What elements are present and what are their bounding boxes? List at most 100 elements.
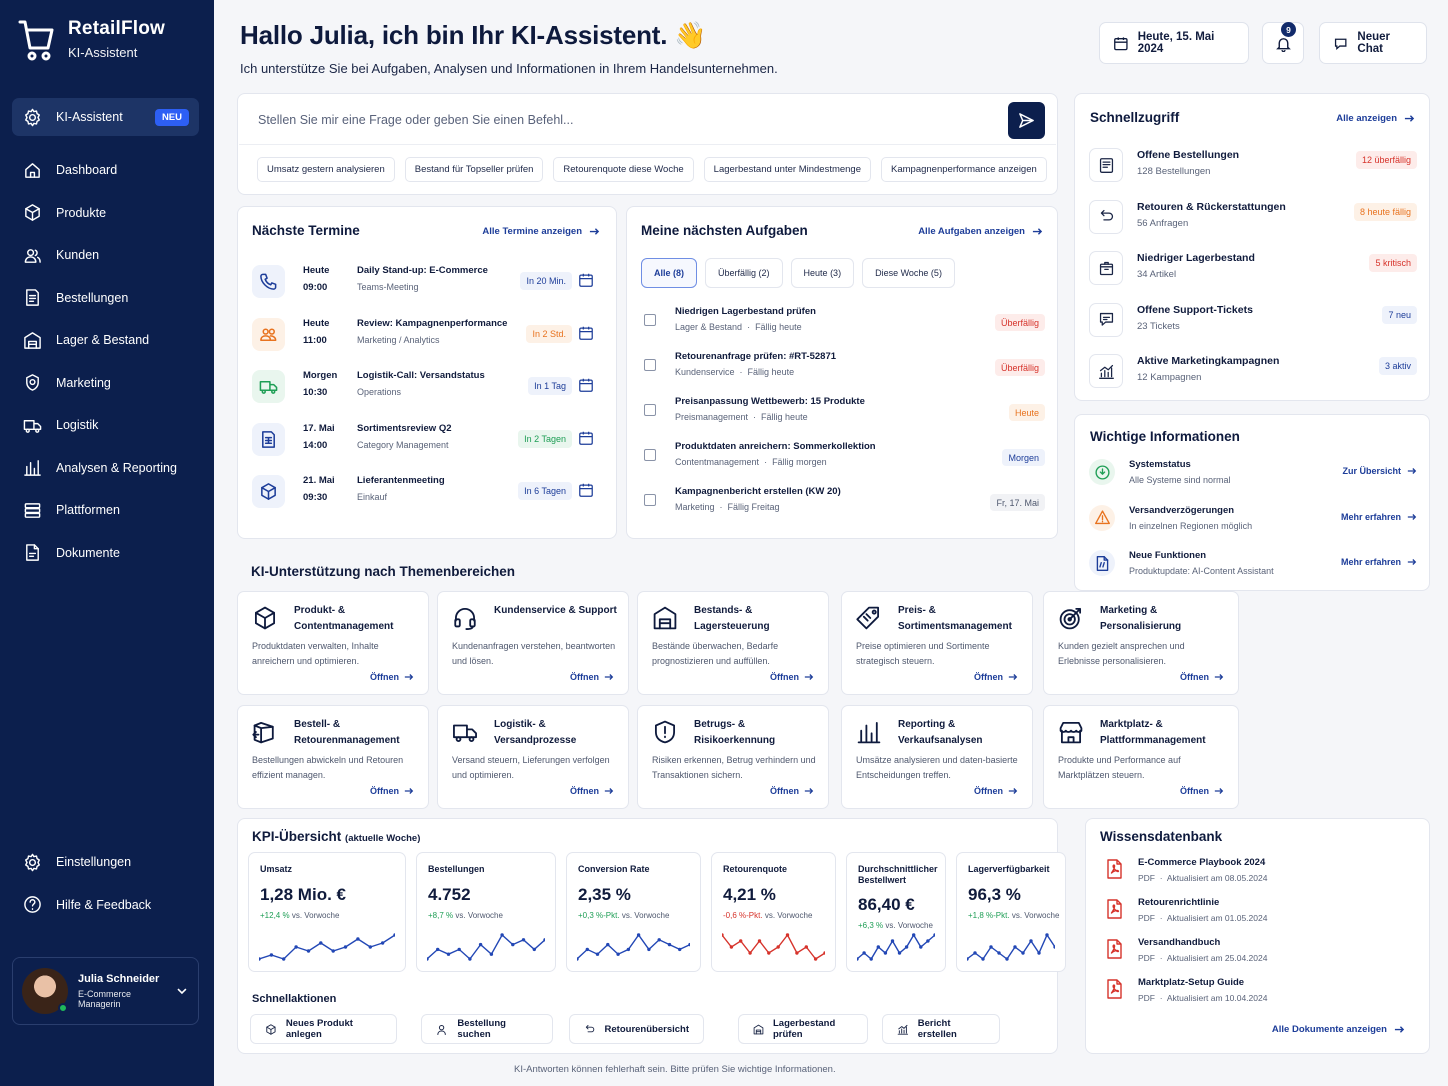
user-card[interactable]: Julia Schneider E-Commerce Managerin: [12, 957, 199, 1025]
sidebar-item-ki-assistent[interactable]: KI-Assistent NEU: [12, 98, 199, 136]
sidebar-item-dashboard[interactable]: Dashboard: [12, 149, 199, 191]
quick-access-item[interactable]: Retouren & Rückerstattungen 56 Anfragen …: [1089, 199, 1417, 240]
task-checkbox[interactable]: [644, 449, 656, 461]
info-link[interactable]: Zur Übersicht: [1342, 466, 1417, 476]
sidebar-item-bestellungen[interactable]: Bestellungen: [12, 277, 199, 319]
appointment-row[interactable]: 21. Mai 09:30 Lieferantenmeeting Einkauf…: [252, 473, 604, 513]
kpi-tile[interactable]: Retourenquote 4,21 % -0,6 %-Pkt. vs. Vor…: [711, 852, 836, 972]
new-chat-button[interactable]: Neuer Chat: [1319, 22, 1427, 64]
task-checkbox[interactable]: [644, 494, 656, 506]
calendar-icon[interactable]: [578, 272, 594, 288]
tab-heute-3[interactable]: Heute (3): [790, 258, 855, 288]
open-link[interactable]: Öffnen: [770, 786, 814, 796]
open-link[interactable]: Öffnen: [1180, 786, 1224, 796]
open-link[interactable]: Öffnen: [974, 672, 1018, 682]
task-row[interactable]: Produktdaten anreichern: Sommerkollektio…: [641, 441, 1045, 481]
ki-topic-tile[interactable]: Bestands- & Lagersteuerung Bestände über…: [637, 591, 829, 695]
ki-topic-tile[interactable]: Preis- & Sortimentsmanagement Preise opt…: [841, 591, 1033, 695]
send-button[interactable]: [1008, 102, 1045, 139]
sidebar-item-hilfe-feedback[interactable]: Hilfe & Feedback: [12, 884, 199, 926]
task-checkbox[interactable]: [644, 359, 656, 371]
calendar-icon[interactable]: [578, 430, 594, 446]
ki-topic-tile[interactable]: Marketing & Personalisierung Kunden gezi…: [1043, 591, 1239, 695]
notifications-button[interactable]: 9: [1262, 22, 1304, 64]
quick-action-bericht-erstellen[interactable]: Bericht erstellen: [882, 1014, 1000, 1044]
ki-topic-tile[interactable]: Reporting & Verkaufsanalysen Umsätze ana…: [841, 705, 1033, 809]
quick-access-item[interactable]: Offene Support-Tickets 23 Tickets 7 neu: [1089, 302, 1417, 343]
open-link[interactable]: Öffnen: [1180, 672, 1224, 682]
sidebar-item-plattformen[interactable]: Plattformen: [12, 489, 199, 531]
sidebar-item-einstellungen[interactable]: Einstellungen: [12, 841, 199, 883]
sparkline-point: [427, 957, 429, 961]
brand[interactable]: RetailFlow KI-Assistent: [18, 18, 165, 62]
aufgaben-all-link[interactable]: Alle Aufgaben anzeigen: [918, 226, 1043, 237]
suggestion-chip[interactable]: Umsatz gestern analysieren: [257, 157, 395, 182]
schnellzugriff-all-link[interactable]: Alle anzeigen: [1336, 113, 1415, 124]
calendar-icon[interactable]: [578, 377, 594, 393]
sidebar-item-lager-bestand[interactable]: Lager & Bestand: [12, 319, 199, 361]
sidebar-item-produkte[interactable]: Produkte: [12, 192, 199, 234]
sidebar-item-kunden[interactable]: Kunden: [12, 234, 199, 276]
ki-topic-tile[interactable]: Kundenservice & Support Kundenanfragen v…: [437, 591, 629, 695]
suggestion-chip[interactable]: Lagerbestand unter Mindestmenge: [703, 157, 872, 182]
kpi-tile[interactable]: Conversion Rate 2,35 % +0,3 %-Pkt. vs. V…: [566, 852, 701, 972]
appointment-row[interactable]: Heute 11:00 Review: Kampagnenperformance…: [252, 316, 604, 356]
suggestion-chip[interactable]: Retourenquote diese Woche: [553, 157, 694, 182]
knowledge-document[interactable]: Versandhandbuch PDF · Aktualisiert am 25…: [1100, 936, 1420, 970]
quick-access-item[interactable]: Offene Bestellungen 128 Bestellungen 12 …: [1089, 148, 1417, 188]
calendar-icon[interactable]: [578, 325, 594, 341]
tab-diese-woche-5[interactable]: Diese Woche (5): [862, 258, 955, 288]
knowledge-document[interactable]: Retourenrichtlinie PDF · Aktualisiert am…: [1100, 896, 1420, 930]
task-row[interactable]: Retourenanfrage prüfen: #RT-52871 Kunden…: [641, 351, 1045, 391]
quick-action-lagerbestand-prüfen[interactable]: Lagerbestand prüfen: [738, 1014, 868, 1044]
calendar-icon[interactable]: [578, 482, 594, 498]
open-label: Öffnen: [974, 672, 1003, 682]
open-link[interactable]: Öffnen: [570, 672, 614, 682]
ki-topic-tile[interactable]: Marktplatz- & Plattformmanagement Produk…: [1043, 705, 1239, 809]
ki-topic-tile[interactable]: Logistik- & Versandprozesse Versand steu…: [437, 705, 629, 809]
task-row[interactable]: Niedrigen Lagerbestand prüfen Lager & Be…: [641, 306, 1045, 346]
chat-input[interactable]: Stellen Sie mir eine Frage oder geben Si…: [258, 113, 574, 127]
kpi-tile[interactable]: Durchschnittlicher Bestellwert 86,40 € +…: [846, 852, 946, 972]
open-link[interactable]: Öffnen: [974, 786, 1018, 796]
ki-topic-tile[interactable]: Betrugs- & Risikoerkennung Risiken erken…: [637, 705, 829, 809]
kpi-tile[interactable]: Bestellungen 4.752 +8,7 % vs. Vorwoche: [416, 852, 556, 972]
kpi-delta-value: -0,6 %-Pkt.: [723, 911, 763, 920]
tab-überfällig-2[interactable]: Überfällig (2): [705, 258, 783, 288]
sidebar-item-analysen-reporting[interactable]: Analysen & Reporting: [12, 447, 199, 489]
open-link[interactable]: Öffnen: [370, 786, 414, 796]
task-row[interactable]: Kampagnenbericht erstellen (KW 20) Marke…: [641, 486, 1045, 526]
all-documents-link[interactable]: Alle Dokumente anzeigen: [1272, 1024, 1405, 1035]
ki-topic-tile[interactable]: Produkt- & Contentmanagement Produktdate…: [237, 591, 429, 695]
quick-action-retourenübersicht[interactable]: Retourenübersicht: [569, 1014, 704, 1044]
suggestion-chip[interactable]: Bestand für Topseller prüfen: [404, 157, 544, 182]
sidebar-item-dokumente[interactable]: Dokumente: [12, 532, 199, 574]
knowledge-document[interactable]: E-Commerce Playbook 2024 PDF · Aktualisi…: [1100, 856, 1420, 890]
quick-action-bestellung-suchen[interactable]: Bestellung suchen: [421, 1014, 553, 1044]
appointment-row[interactable]: Heute 09:00 Daily Stand-up: E-Commerce T…: [252, 263, 604, 303]
appointment-row[interactable]: 17. Mai 14:00 Sortimentsreview Q2 Catego…: [252, 421, 604, 461]
task-row[interactable]: Preisanpassung Wettbewerb: 15 Produkte P…: [641, 396, 1045, 436]
quick-action-neues-produkt-anlegen[interactable]: Neues Produkt anlegen: [250, 1014, 397, 1044]
kpi-tile[interactable]: Lagerverfügbarkeit 96,3 % +1,8 %-Pkt. vs…: [956, 852, 1066, 972]
info-link[interactable]: Mehr erfahren: [1341, 512, 1417, 522]
info-link[interactable]: Mehr erfahren: [1341, 557, 1417, 567]
ki-topic-tile[interactable]: Bestell- & Retourenmanagement Bestellung…: [237, 705, 429, 809]
knowledge-document[interactable]: Marktplatz-Setup Guide PDF · Aktualisier…: [1100, 976, 1420, 1010]
open-link[interactable]: Öffnen: [770, 672, 814, 682]
open-link[interactable]: Öffnen: [570, 786, 614, 796]
task-checkbox[interactable]: [644, 404, 656, 416]
appointment-row[interactable]: Morgen 10:30 Logistik-Call: Versandstatu…: [252, 368, 604, 408]
quick-access-item[interactable]: Niedriger Lagerbestand 34 Artikel 5 krit…: [1089, 251, 1417, 291]
date-button[interactable]: Heute, 15. Mai 2024: [1099, 22, 1249, 64]
quick-access-item[interactable]: Aktive Marketingkampagnen 12 Kampagnen 3…: [1089, 354, 1417, 394]
kpi-tile[interactable]: Umsatz 1,28 Mio. € +12,4 % vs. Vorwoche: [248, 852, 406, 972]
sidebar-item-marketing[interactable]: Marketing: [12, 362, 199, 404]
suggestion-chip[interactable]: Kampagnenperformance anzeigen: [881, 157, 1047, 182]
tab-alle-8[interactable]: Alle (8): [641, 258, 698, 288]
termine-all-link[interactable]: Alle Termine anzeigen: [482, 226, 600, 237]
sidebar-item-logistik[interactable]: Logistik: [12, 404, 199, 446]
open-link[interactable]: Öffnen: [370, 672, 414, 682]
chevron-down-icon[interactable]: [175, 984, 189, 998]
task-checkbox[interactable]: [644, 314, 656, 326]
